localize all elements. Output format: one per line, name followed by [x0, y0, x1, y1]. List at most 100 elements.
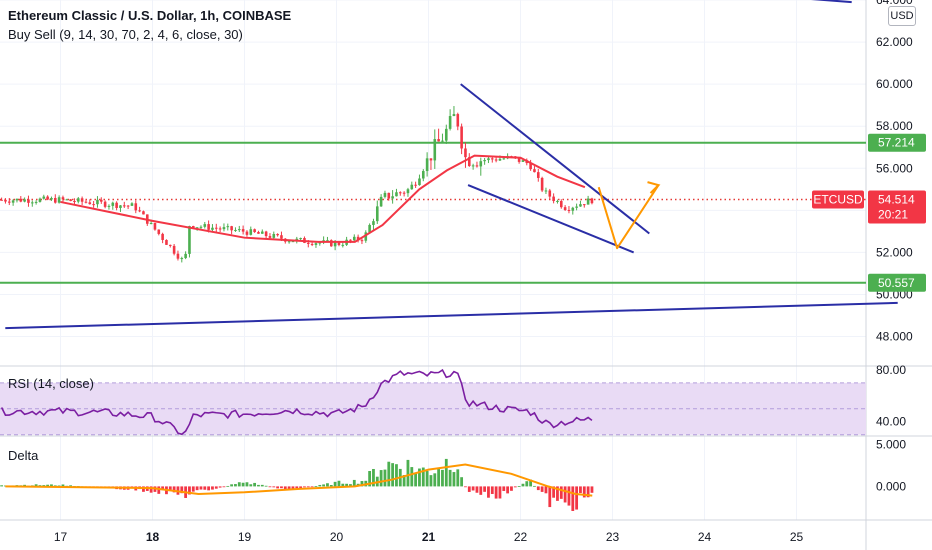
- last-price-badge-text: 20:21: [878, 208, 908, 222]
- delta-tick-label: 0.000: [876, 479, 906, 493]
- candle-body: [299, 238, 302, 240]
- candle-body: [268, 236, 272, 238]
- candle-body: [0, 199, 3, 201]
- candle-body: [375, 206, 379, 222]
- delta-bar: [471, 486, 475, 491]
- candle-body: [272, 233, 276, 238]
- chart-title: Ethereum Classic / U.S. Dollar, 1h, COIN…: [8, 8, 292, 23]
- candle-body: [191, 226, 195, 229]
- candle-body: [326, 240, 329, 242]
- delta-bar: [425, 471, 429, 487]
- candle-body: [467, 157, 471, 166]
- delta-bar: [517, 486, 521, 487]
- candle-body: [226, 226, 230, 228]
- delta-bar: [303, 486, 306, 488]
- candle-body: [548, 190, 552, 197]
- delta-bar: [168, 486, 172, 490]
- support-price-badge: [868, 273, 926, 292]
- candle-body: [437, 139, 440, 142]
- candle-body: [57, 197, 61, 203]
- candle-body: [540, 177, 544, 191]
- delta-bar: [149, 486, 153, 493]
- delta-bar: [448, 469, 452, 487]
- candle-body: [42, 196, 46, 199]
- candle-body: [352, 236, 356, 241]
- delta-bar: [429, 475, 433, 487]
- rsi-title: RSI (14, close): [8, 376, 94, 391]
- candle-body: [130, 203, 134, 206]
- resistance-price-badge: [868, 133, 926, 152]
- candle-body: [414, 184, 417, 186]
- candle-body: [126, 205, 130, 207]
- candle-body: [99, 199, 103, 202]
- delta-bar: [387, 461, 391, 487]
- delta-bar: [494, 486, 498, 499]
- support-price-badge-text: 50.557: [878, 276, 915, 290]
- delta-bar: [467, 486, 471, 492]
- delta-bar: [291, 486, 295, 491]
- candle-body: [84, 201, 88, 203]
- delta-bar: [218, 486, 222, 488]
- rsi-tick-label: 40.00: [876, 415, 906, 429]
- candle-body: [11, 200, 15, 203]
- candle-body: [119, 205, 122, 208]
- candle-body: [172, 245, 176, 254]
- currency-button[interactable]: USD: [888, 6, 916, 26]
- candle-body: [517, 157, 521, 162]
- delta-bar: [329, 485, 333, 487]
- candle-body: [291, 241, 295, 243]
- candle-body: [180, 258, 184, 260]
- candle-body: [276, 233, 279, 236]
- delta-bar: [529, 479, 533, 487]
- candle-body: [222, 227, 226, 230]
- delta-bar: [287, 486, 291, 490]
- y-tick-label: 56.000: [876, 161, 913, 175]
- delta-bar: [53, 485, 57, 487]
- delta-bar: [222, 486, 226, 488]
- delta-bar: [211, 486, 214, 490]
- candle-body: [168, 244, 172, 246]
- candle-body: [188, 226, 191, 254]
- candle-body: [544, 190, 548, 192]
- candle-body: [165, 239, 168, 245]
- delta-bar: [410, 467, 414, 487]
- candle-body: [184, 253, 187, 259]
- delta-bar: [582, 486, 586, 498]
- candle-body: [253, 229, 256, 233]
- candle-body: [502, 158, 506, 160]
- delta-bar: [513, 486, 517, 488]
- candle-body: [241, 229, 245, 232]
- delta-bar: [299, 486, 303, 489]
- candle-body: [260, 231, 264, 234]
- delta-bar: [253, 482, 257, 487]
- delta-bar: [234, 484, 237, 487]
- delta-bar: [264, 485, 268, 487]
- delta-bar: [575, 486, 579, 510]
- candle-body: [475, 165, 479, 167]
- candle-body: [406, 189, 410, 194]
- candle-body: [264, 231, 268, 237]
- delta-bar: [395, 464, 398, 487]
- candle-body: [483, 160, 486, 162]
- candle-body: [176, 253, 180, 259]
- candle-body: [521, 160, 525, 162]
- candle-body: [92, 204, 95, 206]
- candle-body: [280, 235, 283, 239]
- candle-body: [460, 126, 463, 149]
- delta-bar: [536, 486, 540, 491]
- delta-bar: [280, 486, 283, 489]
- candle-body: [214, 227, 218, 229]
- delta-bar: [490, 486, 494, 494]
- candle-body: [452, 114, 456, 117]
- candle-body: [257, 232, 260, 234]
- delta-bar: [418, 468, 421, 487]
- delta-bar: [441, 469, 444, 487]
- delta-bar: [525, 481, 529, 487]
- delta-bar: [552, 486, 556, 498]
- delta-bar: [180, 486, 184, 494]
- delta-bar: [460, 477, 464, 487]
- candle-body: [536, 172, 540, 178]
- candle-body: [122, 205, 126, 207]
- candle-body: [571, 207, 575, 211]
